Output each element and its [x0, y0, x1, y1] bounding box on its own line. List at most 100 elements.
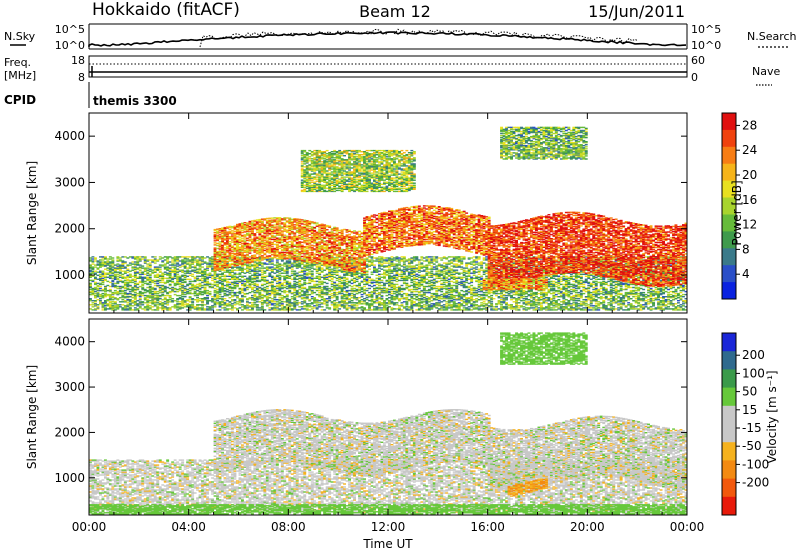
- power-cell: [168, 275, 172, 278]
- power-cell: [445, 263, 449, 265]
- power-cell: [143, 267, 147, 269]
- power-cell: [141, 271, 145, 273]
- power-cell: [400, 309, 404, 311]
- freq-tick-bottom: 8: [78, 71, 85, 84]
- power-cell: [305, 296, 309, 298]
- power-cell: [228, 283, 232, 286]
- power-cell: [298, 275, 302, 278]
- power-cell: [265, 291, 269, 294]
- power-cell: [472, 269, 476, 271]
- power-cell: [188, 280, 192, 283]
- power-cell: [310, 264, 314, 266]
- power-cell: [420, 275, 424, 278]
- power-cell: [161, 273, 165, 276]
- power-cell: [445, 277, 449, 280]
- power-cell: [305, 303, 309, 305]
- power-cell: [355, 280, 359, 283]
- power-cell: [390, 271, 394, 273]
- power-cell: [293, 287, 297, 290]
- power-cell: [333, 292, 337, 295]
- power-cell: [238, 273, 242, 276]
- power-cell: [104, 292, 107, 295]
- power-cell: [350, 262, 354, 264]
- power-cell: [283, 301, 287, 303]
- power-cell: [300, 270, 304, 272]
- power-cell: [415, 268, 419, 270]
- power-cell: [123, 289, 127, 292]
- power-cell: [460, 282, 464, 285]
- power-cell: [213, 303, 217, 305]
- power-cell: [358, 286, 361, 289]
- power-cell: [153, 298, 157, 300]
- power-cell: [330, 304, 334, 306]
- freq-tick-top: 18: [71, 54, 85, 67]
- power-cell: [181, 301, 185, 303]
- power-cell: [123, 262, 127, 264]
- power-cell: [246, 286, 249, 289]
- power-cell: [333, 306, 337, 308]
- power-cell: [395, 280, 399, 283]
- power-cell: [246, 301, 249, 303]
- power-cell: [355, 271, 359, 273]
- power-cell: [208, 290, 212, 293]
- power-cell: [123, 300, 127, 302]
- power-cell: [330, 274, 334, 277]
- power-cell: [265, 305, 269, 307]
- power-cell: [485, 307, 489, 309]
- power-cell: [430, 284, 434, 287]
- power-cell: [305, 277, 309, 280]
- power-cell: [477, 270, 481, 272]
- power-cell: [470, 257, 474, 259]
- power-cell: [395, 260, 399, 262]
- power-cell: [402, 297, 406, 299]
- power-cell: [138, 303, 142, 305]
- power-cell: [462, 294, 466, 297]
- power-cell: [101, 257, 105, 259]
- power-cell: [128, 290, 132, 293]
- power-cell: [201, 261, 204, 263]
- power-cell: [126, 305, 130, 307]
- power-cell: [148, 285, 152, 288]
- power-cell: [502, 294, 506, 297]
- power-cell: [398, 300, 401, 302]
- power-cell: [472, 264, 476, 266]
- power-cell: [243, 307, 247, 309]
- power-cell: [116, 277, 120, 280]
- power-cell: [300, 306, 304, 308]
- power-cell: [390, 278, 394, 281]
- power-cell: [457, 257, 461, 259]
- power-cell: [143, 306, 147, 308]
- power-cell: [492, 306, 496, 308]
- power-cell: [101, 265, 105, 267]
- power-cell: [510, 294, 513, 297]
- power-cell: [295, 283, 299, 286]
- power-cell: [166, 266, 170, 268]
- power-cell: [363, 273, 366, 276]
- power-cell: [181, 265, 185, 267]
- power-cell: [353, 308, 356, 310]
- power-cell: [228, 257, 232, 259]
- power-cell: [355, 290, 359, 293]
- power-cell: [390, 307, 394, 309]
- power-cell: [435, 290, 439, 293]
- power-cell: [253, 289, 257, 292]
- power-cell: [285, 298, 289, 300]
- power-cell: [233, 280, 237, 283]
- power-cell: [380, 290, 384, 293]
- power-cell: [123, 286, 127, 289]
- power-cell: [126, 296, 130, 298]
- power-cell: [188, 291, 192, 294]
- power-cell: [370, 285, 374, 288]
- power-cell: [141, 304, 145, 306]
- power-cell: [203, 269, 207, 271]
- power-cell: [251, 299, 254, 301]
- power-cell: [270, 307, 274, 309]
- power-cell: [445, 267, 449, 269]
- power-cell: [310, 302, 314, 304]
- power-cell: [123, 279, 127, 282]
- power-cell: [502, 306, 506, 308]
- power-cell: [251, 270, 254, 272]
- power-cell: [181, 284, 185, 287]
- power-cell: [475, 294, 479, 297]
- power-cell: [353, 273, 356, 276]
